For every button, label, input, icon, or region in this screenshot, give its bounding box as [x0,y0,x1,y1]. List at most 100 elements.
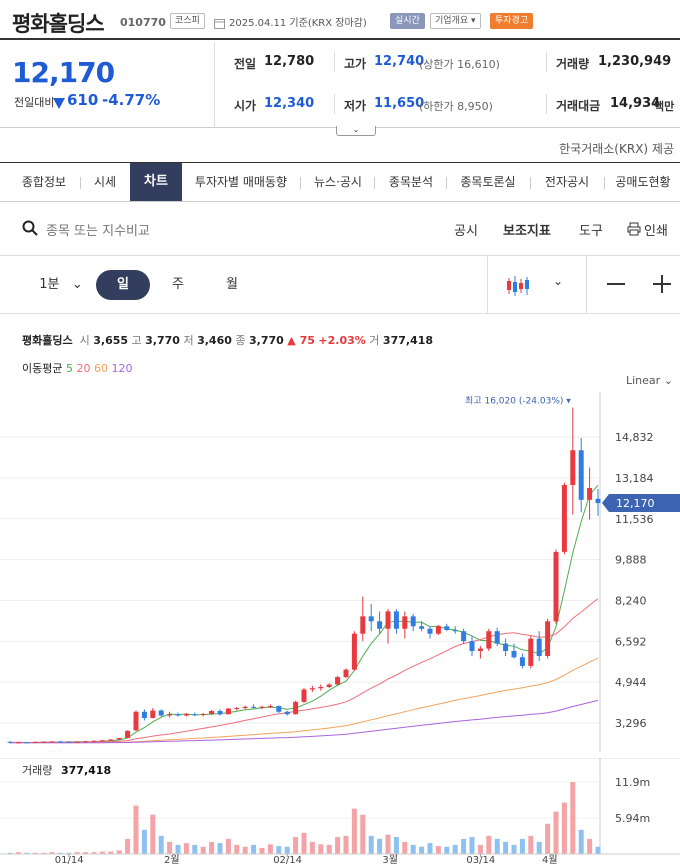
divider [334,94,335,114]
print-button[interactable]: 인쇄 [644,224,668,239]
chevron-down-icon: ⌄ [663,374,673,387]
tab-disclosure[interactable]: 전자공시 [544,175,590,189]
tab-quotes[interactable]: 시세 [93,175,117,189]
tools-button[interactable]: 도구 [579,224,603,239]
volume-bar [276,846,282,854]
scale-mode-select[interactable]: Linear ⌄ [626,374,673,387]
info-close-label: 종 [235,334,246,347]
chart-stock-name: 평화홀딩스 [22,334,73,347]
x-tick-label: 02/14 [273,855,302,866]
price-chart[interactable]: 14,832 13,184 11,536 9,888 8,240 6,592 4,944 3,… [0,392,680,752]
info-close: 3,770 [249,334,284,347]
divider [586,256,587,314]
disclosure-button[interactable]: 공시 [454,224,478,239]
minute-select[interactable]: 1분 ⌄ [34,270,88,300]
candle-body [595,498,601,504]
date-text: 2025.04.11 기준(KRX 장마감) [229,18,367,29]
volume-bar [284,846,290,854]
print-icon[interactable] [627,221,641,240]
search-icon[interactable] [22,220,38,240]
current-price: 12,170 [12,56,115,89]
candle-body [251,706,257,708]
volume-bar [133,805,139,854]
stock-title: 평화홀딩스 [12,12,105,36]
tab-investor-trend[interactable]: 투자자별 매매동향 [194,175,288,189]
max-price-label: 최고 16,020 (-24.03%) ▾ [465,396,571,407]
y-tick-label: 6,592 [615,635,647,648]
tab-short-selling[interactable]: 공매도현황 [615,175,671,189]
zoom-out-icon[interactable] [607,283,625,285]
candle-body [402,616,408,629]
candle-body [293,701,299,715]
volume-bar [528,835,534,854]
volume-bar [469,837,475,854]
candle-body [519,657,525,666]
candle-body [167,714,173,716]
indicators-button[interactable]: 보조지표 [503,224,551,239]
volume-bar [587,838,593,854]
x-tick-label: 3월 [382,854,398,866]
candlestick-chart-icon[interactable] [506,274,532,302]
lower-limit: (하한가 8,950) [419,100,493,113]
volume-bar [74,852,80,854]
candle-body [234,708,240,710]
expand-button[interactable]: ⌄ [336,126,376,136]
candle-body [99,740,105,742]
volume-bar [578,829,584,854]
company-overview-button[interactable]: 기업개요 ▾ [430,13,481,29]
last-price-label: 12,170 [616,497,655,510]
volume-bar [267,844,273,854]
y-tick-label: 9,888 [615,554,647,567]
stock-code: 010770 [120,16,166,29]
volume-tick-label: 5.94m [615,812,650,825]
tab-discussion[interactable]: 종목토론실 [460,175,516,189]
candle-body [41,741,47,743]
candle-body [461,631,467,642]
volume-bar [234,844,240,854]
ma5-line [9,484,599,744]
candle-body [536,638,542,656]
compare-search-input[interactable]: 종목 또는 지수비교 [46,224,150,239]
candle-body [570,450,576,485]
tab-chart[interactable]: 차트 [130,163,182,201]
candle-body [503,643,509,652]
candle-body [150,710,156,718]
period-week[interactable]: 주 [172,277,184,292]
y-tick-label: 3,296 [615,717,647,730]
chevron-down-icon[interactable]: ⌄ [553,274,564,288]
realtime-tag[interactable]: 실시간 [390,13,425,29]
tab-news[interactable]: 뉴스·공시 [314,175,362,189]
candle-body [183,714,189,716]
divider [546,52,547,72]
volume-bar [251,844,257,854]
volume-bar [595,846,601,854]
volume-bar [326,844,332,854]
zoom-in-icon[interactable] [652,274,672,298]
low-label: 저가 [344,99,367,113]
chart-toolbar: 종목 또는 지수비교 공시 보조지표 도구 인쇄 [0,202,680,256]
last-price-tag [602,494,680,513]
x-tick-label: 2월 [164,854,180,866]
candle-body [242,706,248,709]
candle-body [486,631,492,649]
volume-bar [385,834,391,854]
volume-bar [494,838,500,854]
candle-body [351,633,357,670]
tab-analysis[interactable]: 종목분석 [388,175,434,189]
volume-bar [335,837,341,854]
x-tick-label: 03/14 [466,855,495,866]
scale-mode-label: Linear [626,374,661,387]
amount-value: 14,934 [610,96,661,111]
volume-bar [318,844,324,854]
nav-tabs: 종합정보 시세 차트 투자자별 매매동향 뉴스·공시 종목분석 종목토론실 전자… [0,162,680,202]
ma-label: 이동평균 [22,362,63,375]
tab-overview[interactable]: 종합정보 [21,175,67,189]
volume-value: 1,230,949 [598,54,672,69]
period-day[interactable]: 일 [96,270,150,300]
calendar-icon [214,14,225,29]
volume-bar [536,841,542,854]
candle-body [125,730,131,739]
period-month[interactable]: 월 [226,277,238,292]
candle-body [24,742,30,744]
volume-bar [108,851,114,854]
